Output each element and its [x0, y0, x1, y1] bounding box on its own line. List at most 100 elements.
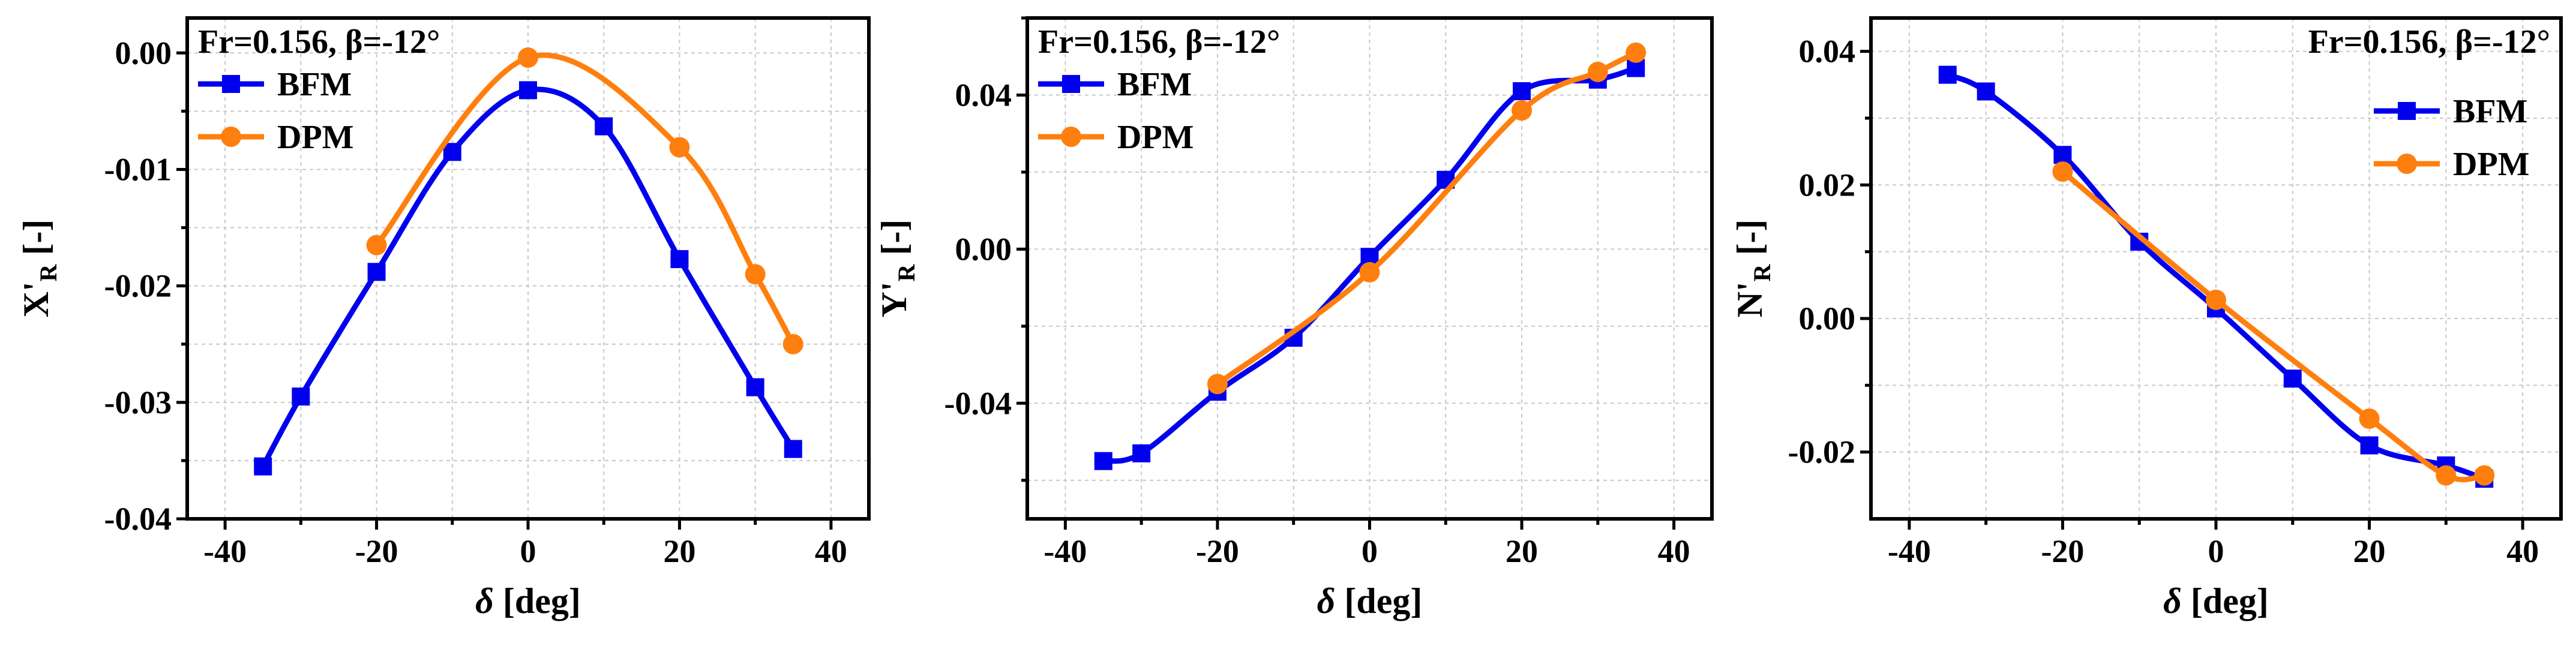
x-tick-label: -40	[1043, 533, 1087, 569]
data-point-dpm	[1626, 42, 1647, 63]
legend-marker-bfm	[2398, 102, 2416, 120]
data-point-bfm	[443, 143, 461, 161]
data-point-dpm	[2052, 161, 2073, 182]
x-tick-label: -20	[2041, 533, 2084, 569]
data-point-dpm	[1207, 374, 1228, 395]
legend: BFM DPM	[2374, 93, 2530, 183]
data-point-dpm	[1359, 262, 1380, 283]
data-point-bfm	[1977, 82, 1995, 101]
y-axis-sub: R	[893, 263, 920, 281]
data-point-bfm	[1132, 444, 1151, 462]
x-axis-symbol: δ	[475, 581, 494, 621]
y-axis-title: X'R [-]	[16, 220, 62, 318]
data-point-bfm	[784, 440, 802, 458]
y-axis-unit: [-]	[1730, 220, 1770, 265]
y-tick-label: 0.00	[1799, 301, 1856, 336]
y-tick-label: 0.04	[955, 77, 1012, 113]
data-point-dpm	[782, 333, 803, 354]
x-tick-label: 40	[815, 533, 847, 569]
data-point-bfm	[1513, 82, 1531, 101]
x-tick-label: 20	[663, 533, 695, 569]
legend-label-bfm: BFM	[1117, 66, 1192, 103]
series-line-dpm	[374, 52, 796, 345]
condition-annotation: Fr=0.156, β=-12°	[198, 23, 440, 61]
data-point-bfm	[2360, 436, 2379, 455]
data-point-dpm	[2359, 408, 2380, 429]
x-tick-label: 40	[2506, 533, 2539, 569]
grid	[1027, 18, 1712, 519]
y-tick-label: -0.04	[104, 501, 172, 537]
data-point-bfm	[2283, 369, 2302, 388]
x-axis-title: δ [deg]	[1317, 581, 1423, 621]
data-point-bfm	[2053, 146, 2072, 164]
y-tick-label: 0.00	[115, 35, 172, 71]
x-tick-label: -40	[203, 533, 247, 569]
data-point-dpm	[2474, 465, 2495, 486]
data-point-dpm	[2436, 465, 2457, 486]
data-point-dpm	[1512, 100, 1533, 121]
x-axis-unit: [deg]	[1335, 581, 1422, 621]
legend-label-dpm: DPM	[2453, 146, 2530, 183]
data-point-dpm	[669, 137, 690, 158]
series-line-dpm	[1216, 50, 1638, 386]
data-point-dpm	[1587, 61, 1608, 82]
legend: BFM DPM	[1038, 66, 1194, 156]
y-axis-unit: [-]	[16, 220, 56, 265]
data-point-dpm	[518, 47, 538, 68]
legend-marker-bfm	[1062, 75, 1080, 93]
y-axis-main: Y'	[874, 281, 914, 317]
y-tick-label: -0.02	[104, 268, 172, 304]
x-axis-title: δ [deg]	[2163, 581, 2269, 621]
x-tick-label: -20	[1196, 533, 1239, 569]
x-tick-label: 40	[1658, 533, 1690, 569]
data-point-bfm	[1094, 452, 1112, 470]
y-tick-label: 0.02	[1799, 167, 1856, 203]
x-tick-label: -20	[355, 533, 398, 569]
y-tick-label: -0.04	[944, 385, 1012, 421]
y-axis-sub: R	[1749, 263, 1776, 281]
x-tick-label: -40	[1888, 533, 1931, 569]
x-axis-unit: [deg]	[2182, 581, 2269, 621]
y-axis-main: X'	[16, 281, 56, 317]
x-tick-label: 0	[1362, 533, 1378, 569]
data-point-bfm	[367, 263, 386, 281]
legend-label-bfm: BFM	[277, 66, 352, 103]
x-tick-label: 0	[520, 533, 536, 569]
y-tick-label: 0.04	[1799, 34, 1856, 70]
series-dpm	[1207, 42, 1647, 395]
legend-label-dpm: DPM	[277, 119, 354, 156]
series-dpm	[366, 47, 803, 354]
data-point-dpm	[2206, 289, 2226, 310]
legend-marker-dpm	[1061, 127, 1081, 147]
x-axis-unit: [deg]	[494, 581, 581, 621]
series-dpm	[2052, 161, 2495, 486]
y-tick-label: -0.03	[104, 384, 172, 420]
y-tick-label: 0.00	[955, 231, 1012, 267]
condition-annotation: Fr=0.156, β=-12°	[1038, 23, 1280, 61]
y-axis-unit: [-]	[874, 220, 914, 265]
chart-panel-2: -40 -20 0 20 40 -0.04 0.00 0.04 δ [deg] Y'R [-] Fr…	[874, 16, 1714, 621]
y-axis-title: N'R [-]	[1730, 220, 1776, 318]
data-point-bfm	[670, 250, 689, 268]
x-axis-symbol: δ	[1317, 581, 1336, 621]
legend: BFM DPM	[198, 66, 354, 156]
series-line-dpm	[2061, 169, 2485, 483]
data-point-bfm	[254, 457, 272, 476]
chart-panel-3: -40 -20 0 20 40 -0.02 0.00 0.02 0.04 δ [deg] N'R […	[1730, 16, 2563, 621]
data-point-bfm	[1938, 65, 1957, 84]
x-tick-label: 20	[1506, 533, 1538, 569]
data-point-dpm	[366, 235, 387, 256]
data-point-bfm	[746, 378, 764, 396]
data-point-bfm	[519, 81, 537, 100]
y-tick-label: -0.02	[1788, 434, 1855, 470]
data-point-dpm	[745, 264, 766, 285]
legend-marker-bfm	[222, 75, 240, 93]
legend-marker-dpm	[2397, 154, 2417, 174]
x-axis-title: δ [deg]	[475, 581, 581, 621]
data-point-bfm	[595, 117, 613, 136]
legend-label-dpm: DPM	[1117, 119, 1194, 156]
x-tick-label: 0	[2208, 533, 2224, 569]
chart-panel-1: -40 -20 0 20 40 -0.04 -0.03 -0.02 -0.01 0.00 δ [de…	[16, 16, 871, 621]
y-tick-label: -0.01	[104, 151, 172, 187]
